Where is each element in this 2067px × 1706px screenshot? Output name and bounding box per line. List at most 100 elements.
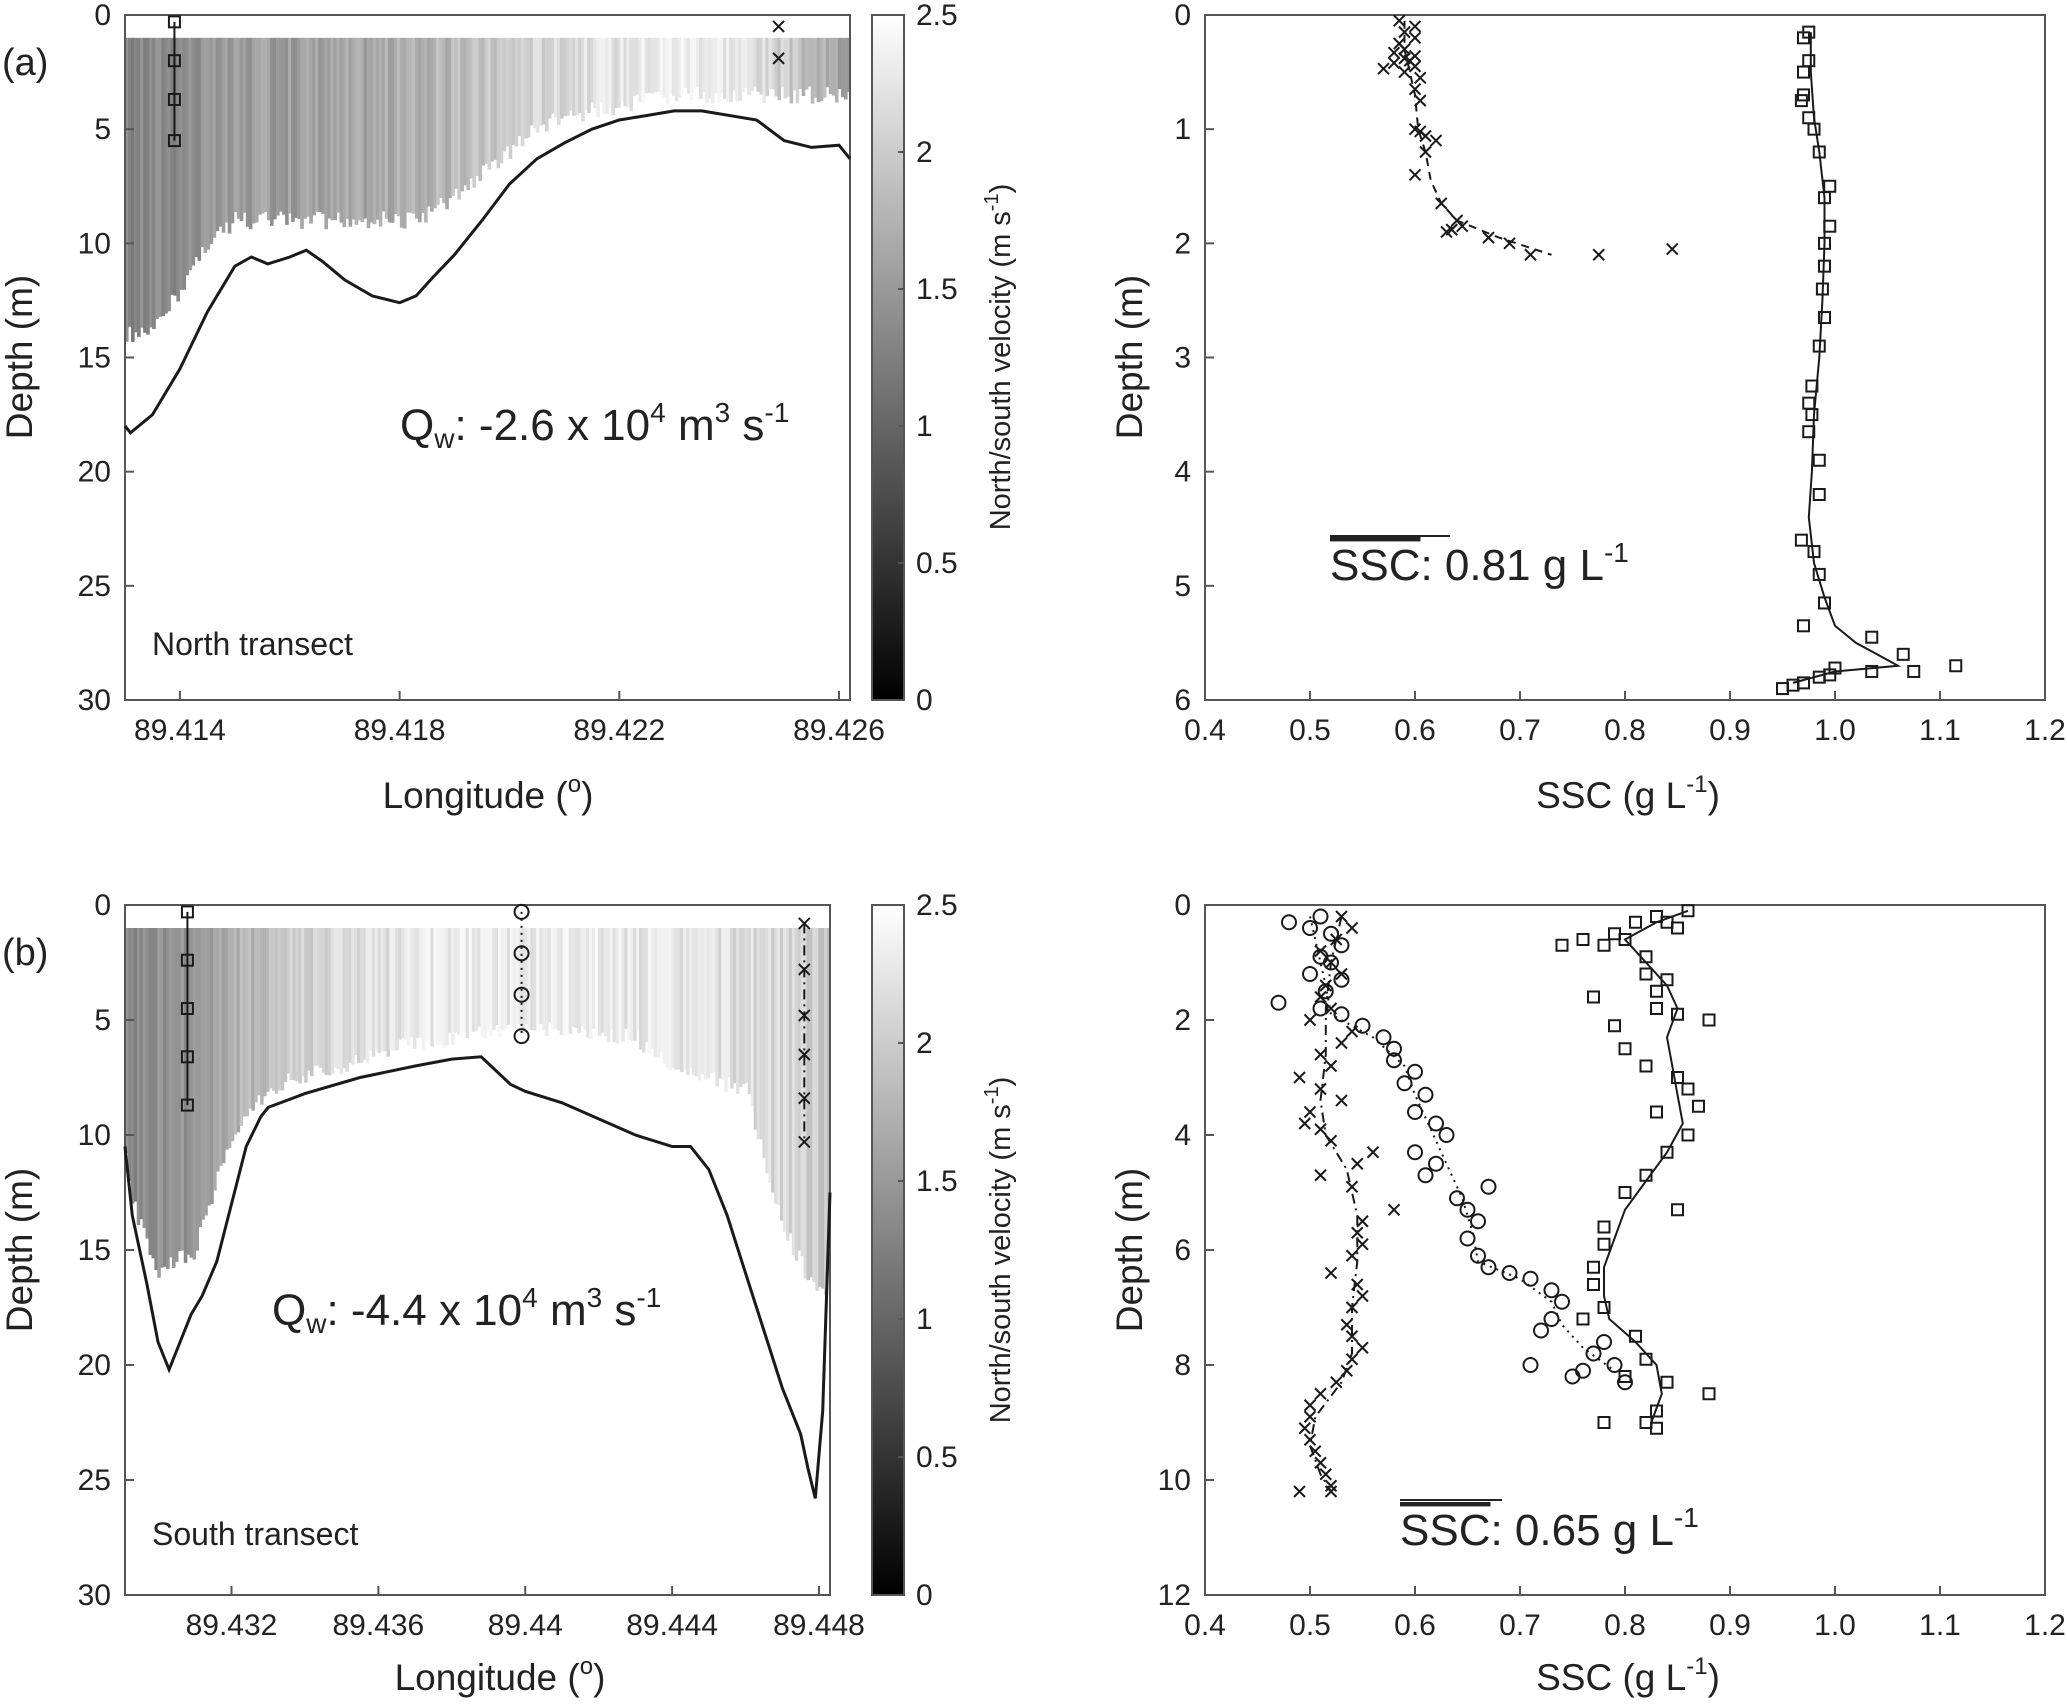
panel-b-velocity-cell (680, 928, 684, 1073)
panel-b-velocity-cell (169, 928, 173, 1258)
panel-b-velocity-cell (677, 928, 681, 1070)
panel-a-velocity-cell (197, 37, 202, 261)
panel-b-velocity-cell (180, 928, 185, 1251)
panel-b-velocity-cell (627, 928, 631, 1041)
panel-b-ssc-series-3-point (1555, 938, 1569, 952)
panel-a-velocity-cell (759, 37, 763, 95)
panel-b-colorbar-tick-label: 0.5 (916, 1441, 958, 1474)
panel-a-velocity-cell (375, 37, 380, 220)
panel-b-velocity-cell (274, 928, 279, 1094)
panel-a-velocity-cell (315, 37, 319, 212)
panel-a-velocity-cell (245, 37, 250, 227)
panel-b-velocity-cell (653, 928, 658, 1058)
panel-a-ssc-series-2-point (1797, 619, 1810, 633)
panel-b-velocity-cell (286, 928, 291, 1074)
panel-b-velocity-cell (292, 928, 296, 1081)
panel-b-ssc-series-3-point (1650, 1002, 1663, 1015)
panel-b-ytick-label: 20 (78, 1349, 111, 1382)
panel-a-velocity-cell (602, 37, 606, 115)
panel-b-ssc-series-2-point (1533, 1322, 1549, 1339)
panel-a-ytick-label: 25 (78, 570, 111, 603)
panel-b-ssc-series-3-point (1639, 967, 1653, 981)
panel-a-velocity-cell (801, 37, 806, 97)
panel-a-ssc-series-1-point (1408, 83, 1422, 96)
panel-a-velocity-cell (215, 37, 220, 232)
panel-b-ssc-series-1-point (1324, 1134, 1338, 1147)
panel-b-station-2-marker (513, 945, 530, 962)
panel-a-velocity-cell (556, 37, 561, 126)
panel-a-velocity-cell (505, 37, 510, 147)
panel-a-velocity-cell (810, 37, 815, 104)
panel-b-velocity-cell (221, 928, 226, 1164)
panel-a-velocity-cell (590, 37, 594, 103)
panel-a-velocity-cell (158, 37, 162, 317)
panel-b-ssc-series-1-point (1356, 1341, 1369, 1354)
panel-a-velocity-cell (831, 37, 836, 96)
panel-b-velocity-cell (683, 928, 687, 1070)
panel-b-ssc-series-2-point (1323, 925, 1339, 942)
panel-b-ssc-series-2-point (1470, 1247, 1486, 1264)
panel-b-ytick-label: 15 (78, 1234, 111, 1267)
panel-b-ssc-series-1-point (1314, 944, 1327, 958)
panel-b-velocity-cell (257, 928, 261, 1096)
panel-a-velocity-cell (593, 37, 597, 109)
panel-a-velocity-cell (363, 37, 368, 219)
panel-a-velocity-cell (351, 37, 356, 220)
panel-b-velocity-cell (380, 928, 385, 1052)
panel-b-velocity-cell (501, 928, 505, 1031)
panel-b-velocity-cell (744, 928, 749, 1083)
panel-b-velocity-cell (712, 928, 717, 1073)
panel-b-velocity-cell (515, 928, 520, 1025)
panel-a-velocity-cell (644, 37, 649, 94)
panel-a-ssc-xtick-label: 0.6 (1394, 714, 1436, 747)
panel-a-velocity-cell (493, 37, 498, 160)
panel-a-velocity-cell (345, 37, 350, 219)
panel-b-velocity-cell (251, 928, 255, 1111)
panel-b-ssc-series-3-point (1671, 1007, 1684, 1021)
panel-a-velocity-cell (333, 37, 338, 221)
panel-a-velocity-cell (279, 37, 283, 212)
panel-a-ssc-series-1-point (1398, 43, 1411, 56)
panel-b-ssc-series-1-point (1303, 1410, 1317, 1423)
panel-b-velocity-cell (454, 928, 458, 1033)
panel-a-velocity-cell (650, 37, 655, 94)
panel-a-velocity-cell (339, 37, 344, 223)
panel-a-velocity-cell (569, 37, 573, 111)
panel-b-ssc-series-1-point (1345, 1353, 1359, 1366)
panel-b-ssc-series-1-point (1314, 1082, 1327, 1096)
panel-a-velocity-cell (270, 37, 274, 226)
panel-b-ssc-series-2-point (1449, 1190, 1465, 1207)
panel-b-velocity-cell (597, 928, 602, 1036)
panel-b-station-2-marker (513, 1028, 530, 1045)
panel-b-ssc-series-3-point (1608, 1019, 1621, 1033)
panel-a-ytick-label: 10 (78, 227, 111, 260)
panel-b-velocity-cell (706, 928, 711, 1079)
panel-b-velocity-cell (389, 928, 393, 1050)
panel-b-velocity-cell (668, 928, 672, 1071)
panel-b-ssc-ytick-label: 0 (1174, 889, 1191, 922)
panel-b-velocity-cell (339, 928, 343, 1075)
panel-b-velocity-cell (489, 928, 493, 1037)
panel-a-velocity-cell (399, 37, 404, 228)
panel-b-ssc-series-1-point (1345, 1249, 1359, 1262)
panel-a-velocity-cell (227, 37, 232, 234)
panel-b-velocity-cell (818, 928, 822, 1287)
panel-b-velocity-cell (783, 928, 787, 1232)
panel-b-ssc-series-3-point (1702, 1013, 1716, 1027)
panel-b-ssc-xtick-label: 0.8 (1604, 1609, 1646, 1642)
panel-b-ssc-series-2-point (1281, 914, 1297, 931)
panel-b-ssc-series-1-point (1303, 1105, 1317, 1119)
panel-b-velocity-cell (271, 928, 276, 1091)
panel-b-ssc-series-2-point (1375, 1029, 1392, 1046)
panel-b-ssc-series-3-point (1587, 1278, 1600, 1291)
panel-b-ssc-series-2-point (1317, 983, 1334, 1000)
panel-b-velocity-cell (377, 928, 382, 1053)
panel-b-station-3-marker (798, 1048, 811, 1061)
panel-a-velocity-cell (732, 37, 736, 91)
panel-a-velocity-cell (357, 37, 362, 221)
panel-a-velocity-cell (288, 37, 292, 214)
panel-b-velocity-cell (248, 928, 252, 1109)
panel-a-velocity-cell (572, 37, 576, 116)
panel-b-velocity-cell (227, 928, 232, 1149)
panel-b-velocity-cell (771, 928, 775, 1193)
